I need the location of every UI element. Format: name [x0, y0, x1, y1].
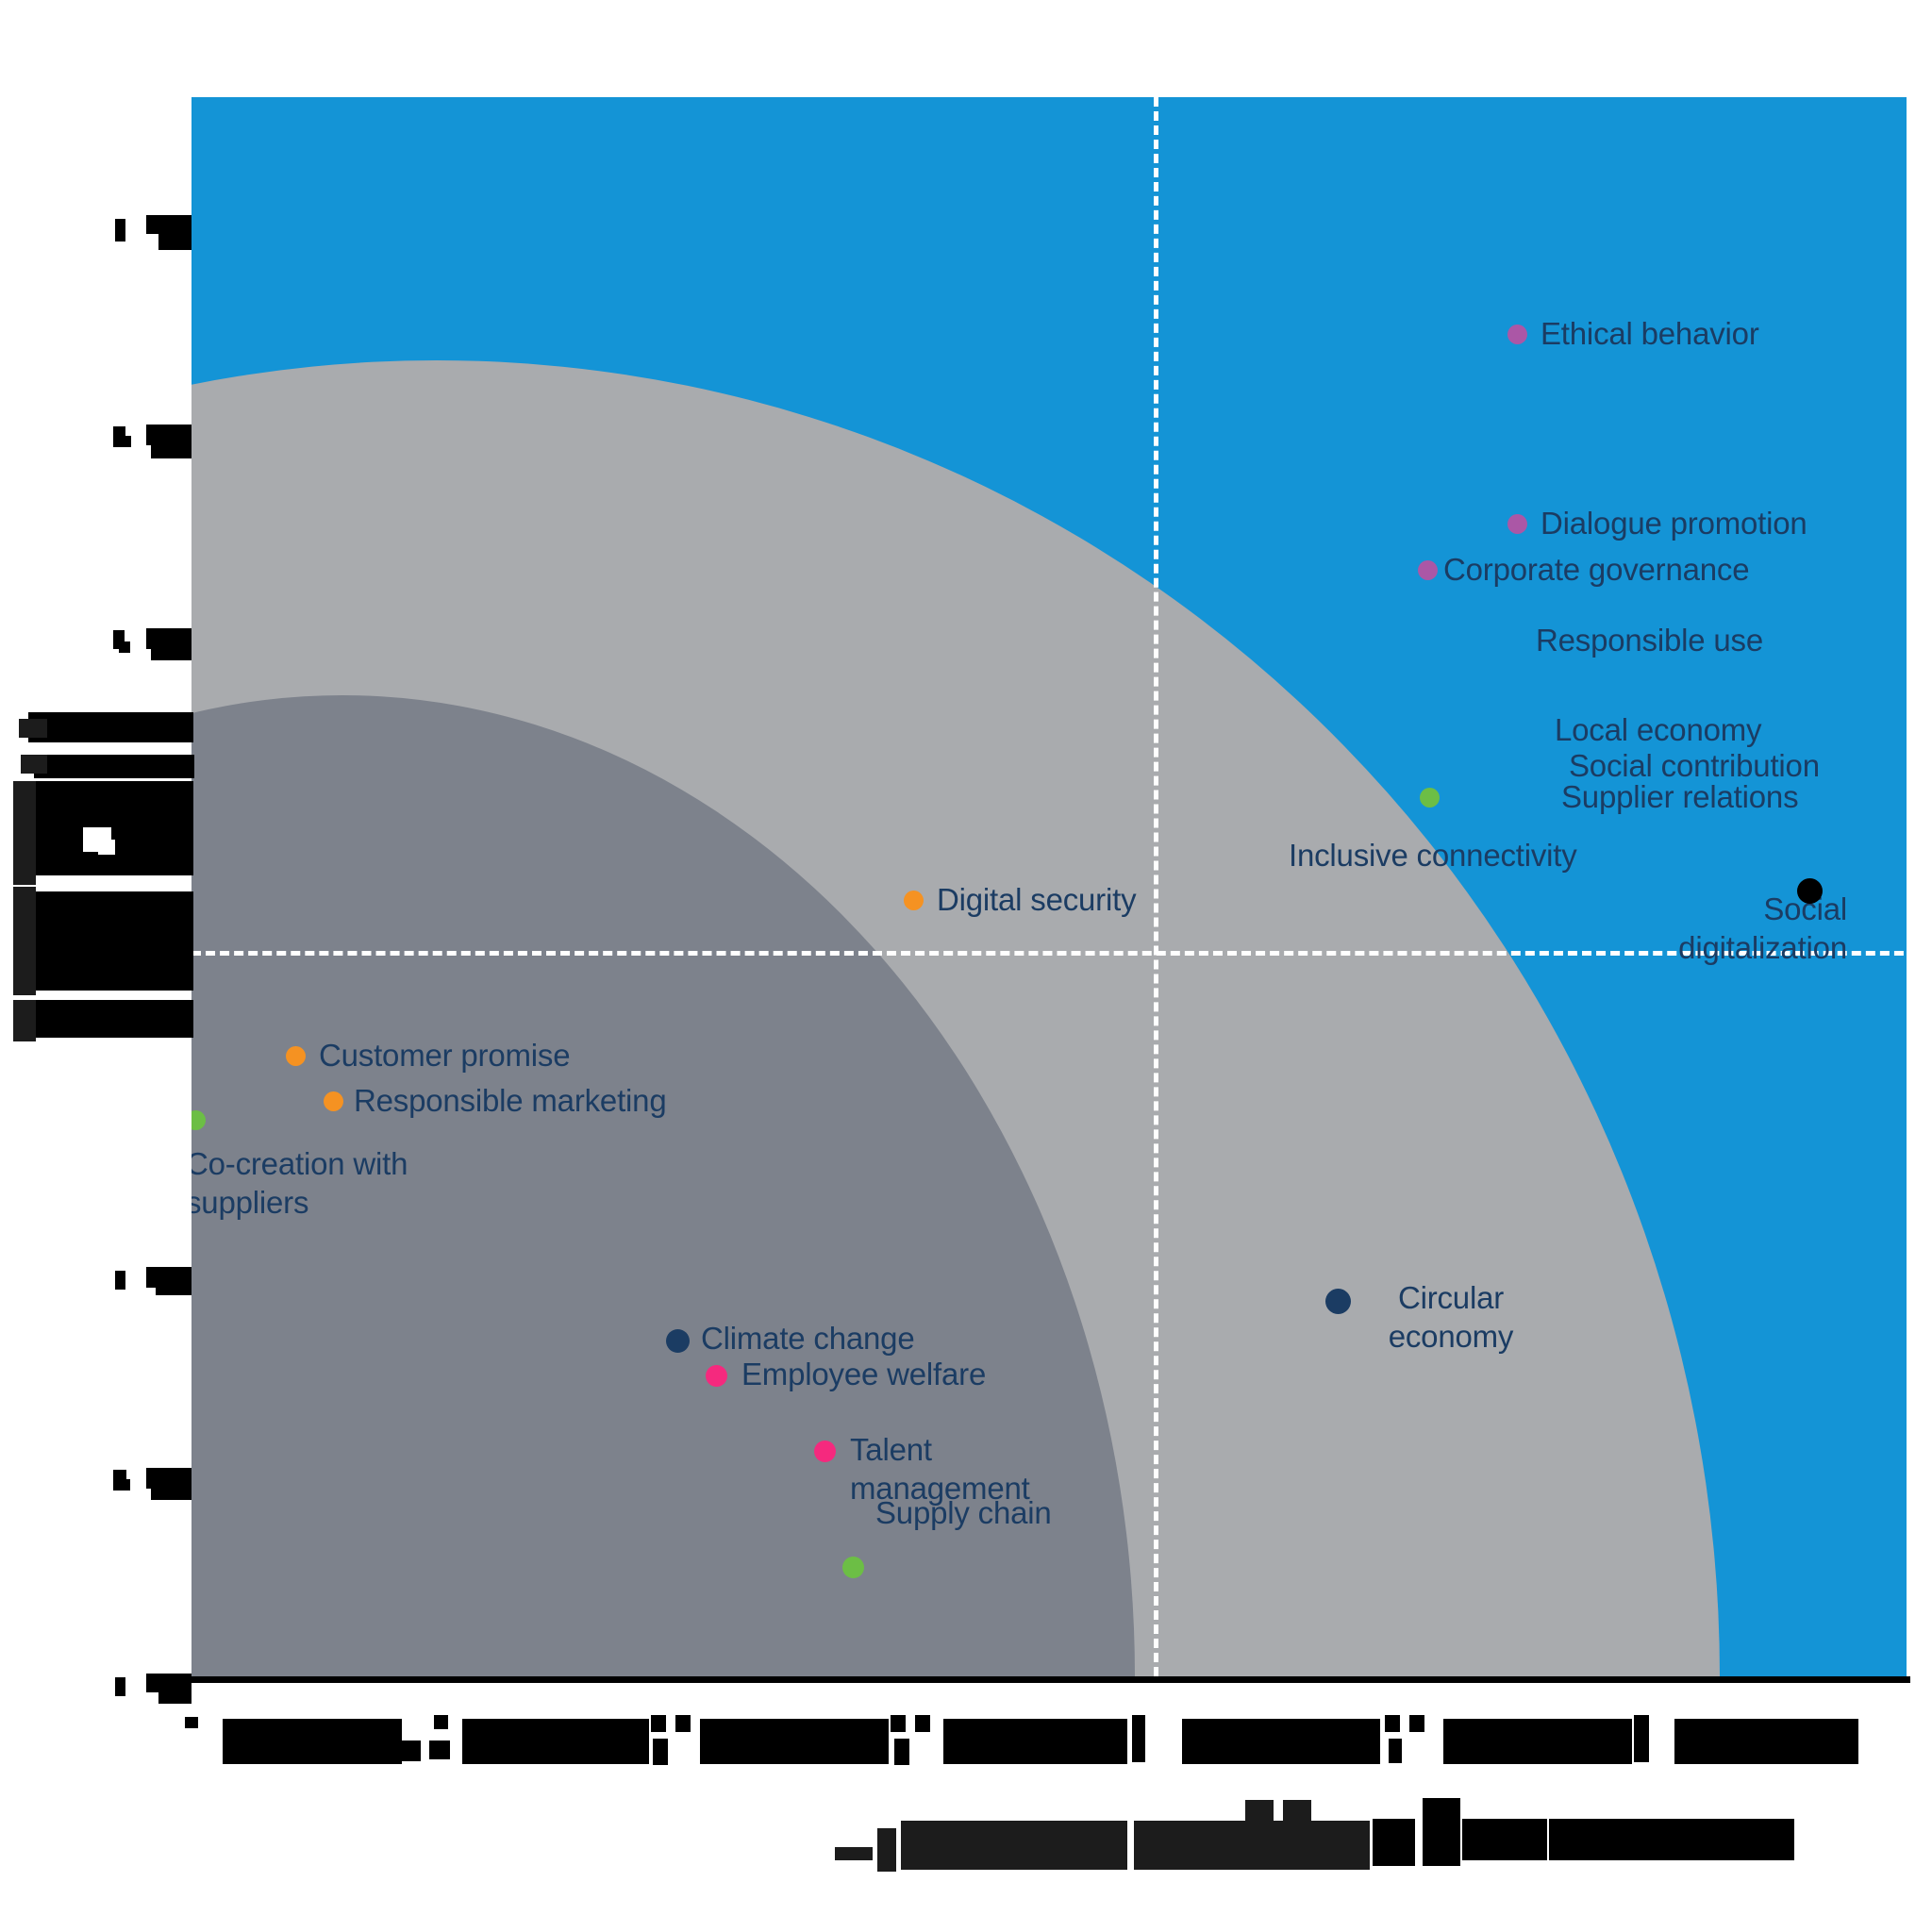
pink-marker-icon	[706, 1365, 727, 1387]
data-label-digital-security: Digital security	[937, 882, 1137, 917]
data-point-local-economy[interactable]: Local economy	[1555, 710, 1762, 749]
data-label-employee-welfare: Employee welfare	[741, 1357, 987, 1391]
data-label-inclusive-connectivity: Inclusive connectivity	[1289, 838, 1577, 873]
data-label-responsible-use: Responsible use	[1536, 623, 1763, 658]
data-point-customer-promise[interactable]: Customer promise	[286, 1036, 571, 1074]
green-marker-icon	[1420, 788, 1440, 808]
green-marker-icon	[192, 1110, 206, 1130]
navy-marker-icon	[1325, 1289, 1351, 1314]
data-point-responsible-use[interactable]: Responsible use	[1536, 621, 1763, 659]
green-marker-icon	[842, 1557, 864, 1578]
data-point-corporate-governance[interactable]: Corporate governance	[1418, 550, 1750, 589]
data-label-supply-chain: Supply chain	[875, 1495, 1052, 1530]
data-label-customer-promise: Customer promise	[319, 1038, 571, 1073]
x-axis-line	[184, 1676, 1910, 1683]
data-label-social-contribution: Social contribution	[1569, 748, 1820, 783]
pink-marker-icon	[814, 1441, 836, 1462]
data-point-responsible-marketing[interactable]: Responsible marketing	[324, 1081, 667, 1120]
data-point-climate-change[interactable]: Climate change	[666, 1319, 915, 1357]
data-label-responsible-marketing: Responsible marketing	[354, 1083, 667, 1118]
data-point-social-contribution[interactable]: Social contribution	[1569, 746, 1820, 785]
orange-marker-icon	[286, 1046, 306, 1066]
data-point-talent-management[interactable]: Talent management	[814, 1430, 1059, 1507]
data-point-digital-security[interactable]: Digital security	[904, 880, 1137, 919]
black-marker-icon	[1797, 878, 1823, 904]
purple-marker-icon	[1418, 560, 1438, 580]
orange-marker-icon	[904, 891, 924, 910]
data-label-supplier-relations: Supplier relations	[1561, 779, 1799, 814]
data-label-social-digitalization: Social digitalization	[1678, 891, 1847, 965]
data-point-social-digitalization[interactable]: Social digitalization	[1574, 878, 1847, 967]
orange-marker-icon	[324, 1091, 343, 1111]
quadrant-vertical-divider	[1154, 97, 1158, 1676]
quadrant-horizontal-divider	[192, 951, 1907, 956]
data-label-circular-economy: Circular economy	[1388, 1280, 1514, 1354]
data-point-supplier-relations[interactable]: Supplier relations	[1420, 777, 1799, 816]
data-point-ethical-behavior[interactable]: Ethical behavior	[1507, 314, 1759, 353]
data-point-co-creation-with-suppliers[interactable]: Co-creation with suppliers	[192, 1110, 450, 1222]
plot-area: Ethical behavior Dialogue promotion Corp…	[192, 97, 1907, 1676]
data-label-ethical-behavior: Ethical behavior	[1541, 316, 1759, 351]
data-label-co-creation-with-suppliers: Co-creation with suppliers	[192, 1146, 408, 1220]
navy-marker-icon	[666, 1329, 690, 1353]
data-point-inclusive-connectivity[interactable]: Inclusive connectivity	[1289, 836, 1577, 874]
data-label-local-economy: Local economy	[1555, 712, 1762, 747]
purple-marker-icon	[1507, 514, 1527, 534]
data-point-employee-welfare[interactable]: Employee welfare	[706, 1355, 986, 1393]
data-point-dialogue-promotion[interactable]: Dialogue promotion	[1507, 504, 1807, 542]
data-label-talent-management: Talent management	[850, 1432, 1030, 1506]
data-label-dialogue-promotion: Dialogue promotion	[1541, 506, 1807, 541]
data-point-supply-chain[interactable]: Supply chain	[842, 1493, 1088, 1578]
purple-marker-icon	[1507, 325, 1527, 344]
data-label-climate-change: Climate change	[701, 1321, 915, 1356]
data-point-circular-economy[interactable]: Circular economy	[1325, 1278, 1552, 1356]
data-label-corporate-governance: Corporate governance	[1443, 552, 1750, 587]
